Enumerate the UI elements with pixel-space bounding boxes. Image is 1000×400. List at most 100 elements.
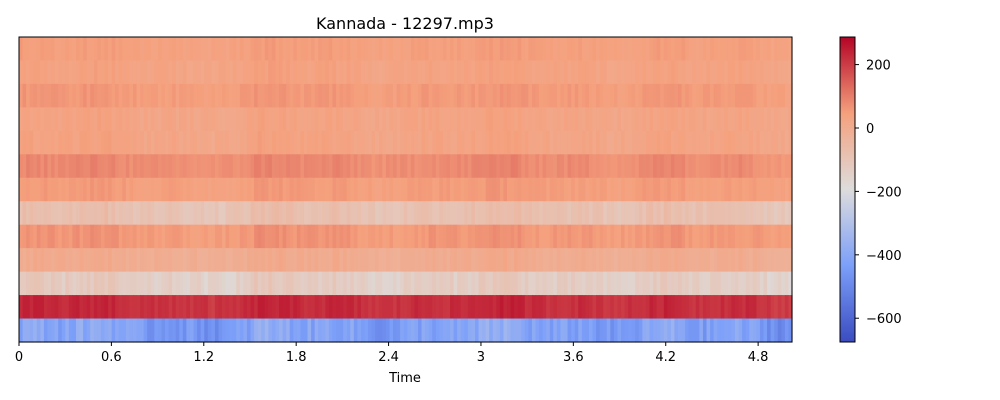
heatmap-cell [710,130,715,155]
heatmap-cell [214,271,220,296]
heatmap-cell [204,295,209,320]
heatmap-cell [179,83,184,108]
heatmap-cell [246,271,252,296]
heatmap-cell [353,295,359,320]
heatmap-cell [777,130,782,155]
heatmap-cell [407,154,412,179]
heatmap-cell [549,130,554,155]
heatmap-cell [489,130,494,155]
heatmap-cell [685,295,690,320]
heatmap-cell [296,248,302,273]
heatmap-cell [649,201,654,226]
heatmap-cell [767,201,772,226]
heatmap-cell [621,37,626,62]
heatmap-cell [767,248,772,273]
heatmap-cell [336,107,341,132]
heatmap-cell [261,154,266,179]
heatmap-cell [617,83,622,108]
heatmap-cell [364,248,369,273]
heatmap-cell [336,248,341,273]
heatmap-cell [674,154,679,179]
heatmap-cell [692,248,697,273]
heatmap-cell [282,83,287,108]
heatmap-cell [40,271,45,296]
heatmap-cell [670,60,676,85]
heatmap-cell [364,177,369,202]
heatmap-cell [663,83,668,108]
heatmap-cell [645,37,651,62]
heatmap-cell [610,107,615,132]
heatmap-cell [699,154,704,179]
heatmap-cell [439,60,444,85]
heatmap-cell [225,60,230,85]
heatmap-cell [599,295,604,320]
heatmap-cell [186,271,191,296]
heatmap-cell [165,37,170,62]
heatmap-cell [425,177,430,202]
heatmap-cell [389,201,394,226]
heatmap-cell [631,295,636,320]
heatmap-cell [261,248,266,273]
heatmap-cell [492,60,497,85]
heatmap-cell [204,154,209,179]
heatmap-cell [61,154,66,179]
heatmap-cell [403,295,408,320]
heatmap-cell [717,154,722,179]
heatmap-cell [382,271,387,296]
heatmap-cell [115,60,120,85]
heatmap-cell [250,37,255,62]
heatmap-cell [353,83,359,108]
heatmap-cell [65,201,70,226]
heatmap-cell [214,248,220,273]
heatmap-cell [503,60,508,85]
heatmap-cell [136,201,141,226]
heatmap-cell [90,130,95,155]
heatmap-cell [371,271,376,296]
heatmap-cell [93,83,98,108]
heatmap-cell [343,295,348,320]
heatmap-cell [624,271,629,296]
heatmap-cell [58,37,63,62]
heatmap-cell [510,154,515,179]
heatmap-cell [143,201,148,226]
heatmap-cell [132,224,138,249]
heatmap-cell [674,224,679,249]
heatmap-cell [628,154,633,179]
heatmap-cell [300,154,305,179]
heatmap-cell [542,248,547,273]
heatmap-cell [745,224,750,249]
heatmap-cell [446,295,451,320]
heatmap-cell [492,318,497,343]
heatmap-cell [621,318,626,343]
heatmap-cell [172,177,177,202]
heatmap-cell [296,107,302,132]
heatmap-cell [446,60,451,85]
heatmap-cell [97,177,102,202]
heatmap-cell [489,295,494,320]
heatmap-cell [638,248,643,273]
heatmap-cell [496,271,501,296]
heatmap-cell [713,248,718,273]
heatmap-cell [485,60,490,85]
heatmap-cell [143,37,148,62]
heatmap-cell [638,224,643,249]
heatmap-cell [749,248,754,273]
heatmap-cell [154,130,159,155]
heatmap-cell [546,154,551,179]
heatmap-cell [763,177,768,202]
heatmap-cell [774,224,779,249]
heatmap-cell [784,83,790,108]
heatmap-cell [663,60,668,85]
heatmap-cell [496,177,501,202]
heatmap-cell [685,224,690,249]
heatmap-cell [467,318,472,343]
heatmap-cell [421,201,426,226]
heatmap-cell [264,224,269,249]
heatmap-cell [442,37,448,62]
heatmap-cell [745,83,750,108]
heatmap-cell [407,271,412,296]
heatmap-cell [289,224,294,249]
heatmap-cell [613,37,619,62]
heatmap-cell [157,107,163,132]
heatmap-cell [685,83,690,108]
